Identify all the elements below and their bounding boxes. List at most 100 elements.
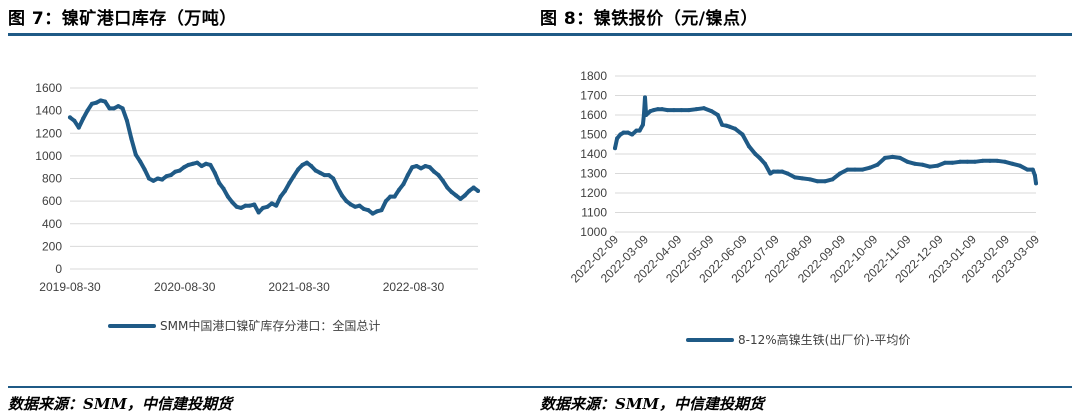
data-point	[792, 175, 797, 180]
source-divider	[8, 386, 540, 388]
data-point	[637, 128, 642, 133]
data-point	[392, 194, 397, 199]
chart-title: 图 8：镍铁报价（元/镍点）	[540, 9, 758, 29]
data-point	[436, 173, 441, 178]
data-point	[897, 155, 902, 160]
data-point	[138, 159, 143, 164]
data-point	[882, 155, 887, 160]
y-tick-label: 1400	[35, 104, 62, 118]
y-tick-label: 400	[42, 217, 62, 231]
legend-label: 8-12%高镍生铁(出厂价)-平均价	[738, 332, 910, 347]
series-line	[613, 95, 1038, 186]
data-point	[318, 170, 323, 175]
data-point	[709, 109, 714, 114]
data-point	[234, 204, 239, 209]
data-point	[107, 106, 112, 111]
data-point	[720, 122, 725, 127]
data-point	[1010, 161, 1015, 166]
data-point	[660, 107, 665, 112]
right-chart-panel: 图 8：镍铁报价（元/镍点） 1000 1100 1200 1300 1400 1500 1…	[540, 0, 1072, 420]
data-point	[177, 168, 182, 173]
y-tick-label: 1600	[580, 108, 607, 122]
data-point	[98, 98, 103, 103]
data-point	[252, 202, 257, 207]
data-point	[655, 107, 660, 112]
data-point	[375, 209, 380, 214]
data-point	[401, 182, 406, 187]
y-tick-label: 1200	[35, 126, 62, 140]
data-point	[261, 205, 266, 210]
data-point	[410, 165, 415, 170]
data-point	[427, 165, 432, 170]
data-point	[278, 194, 283, 199]
data-point	[282, 188, 287, 193]
data-point	[309, 164, 314, 169]
data-point	[648, 109, 653, 114]
data-point	[972, 159, 977, 164]
data-point	[164, 174, 169, 179]
data-point	[217, 181, 222, 186]
data-point	[94, 100, 99, 105]
left-chart-panel: 图 7：镍矿港口库存（万吨） 0 200 400 600 800 1000 1200 1400…	[8, 0, 540, 420]
data-point	[331, 176, 336, 181]
y-tick-label: 1500	[580, 128, 607, 142]
data-point	[414, 164, 419, 169]
data-point	[727, 124, 732, 129]
data-point	[618, 132, 623, 137]
data-point	[642, 95, 647, 100]
data-point	[85, 108, 90, 113]
data-point	[116, 104, 121, 109]
data-point	[454, 193, 459, 198]
data-point	[980, 158, 985, 163]
data-point	[129, 136, 134, 141]
data-point	[1025, 167, 1030, 172]
data-point	[625, 130, 630, 135]
data-point	[640, 122, 645, 127]
data-point	[634, 128, 639, 133]
nickel-pig-iron-price-chart: 1000110012001300140015001600170018002022…	[568, 69, 1043, 347]
data-point	[225, 194, 230, 199]
data-point	[1034, 181, 1038, 186]
data-point	[388, 194, 393, 199]
data-point	[190, 161, 195, 166]
data-point	[239, 205, 244, 210]
y-tick-label: 1700	[580, 89, 607, 103]
data-point	[287, 181, 292, 186]
data-point	[671, 108, 676, 113]
x-tick-label: 2021-08-30	[268, 280, 330, 294]
chart-title: 图 7：镍矿港口库存（万吨）	[8, 9, 237, 29]
data-point	[458, 196, 463, 201]
data-point	[875, 162, 880, 167]
data-point	[247, 203, 252, 208]
data-point	[950, 160, 955, 165]
data-point	[76, 125, 81, 130]
data-point	[300, 162, 305, 167]
data-point	[905, 159, 910, 164]
data-point	[768, 171, 773, 176]
data-point	[621, 130, 626, 135]
data-point	[81, 116, 86, 121]
data-point	[243, 203, 248, 208]
data-point	[186, 162, 191, 167]
data-point	[348, 202, 353, 207]
data-point	[775, 169, 780, 174]
source-divider	[540, 386, 1072, 388]
data-point	[837, 171, 842, 176]
data-point	[304, 160, 309, 165]
y-tick-label: 1200	[580, 186, 607, 200]
y-tick-label: 1100	[581, 206, 607, 220]
legend-label: SMM中国港口镍矿库存分港口：全国总计	[160, 318, 380, 333]
data-point	[462, 193, 467, 198]
data-point	[1032, 173, 1037, 178]
data-point	[630, 132, 635, 137]
data-point	[269, 201, 274, 206]
data-point	[476, 188, 480, 193]
x-tick-label: 2022-08-30	[383, 280, 445, 294]
data-point	[771, 169, 776, 174]
data-point	[613, 146, 617, 151]
data-point	[199, 164, 204, 169]
data-point	[432, 169, 437, 174]
data-point	[146, 176, 151, 181]
data-point	[296, 167, 301, 172]
data-point	[344, 199, 349, 204]
